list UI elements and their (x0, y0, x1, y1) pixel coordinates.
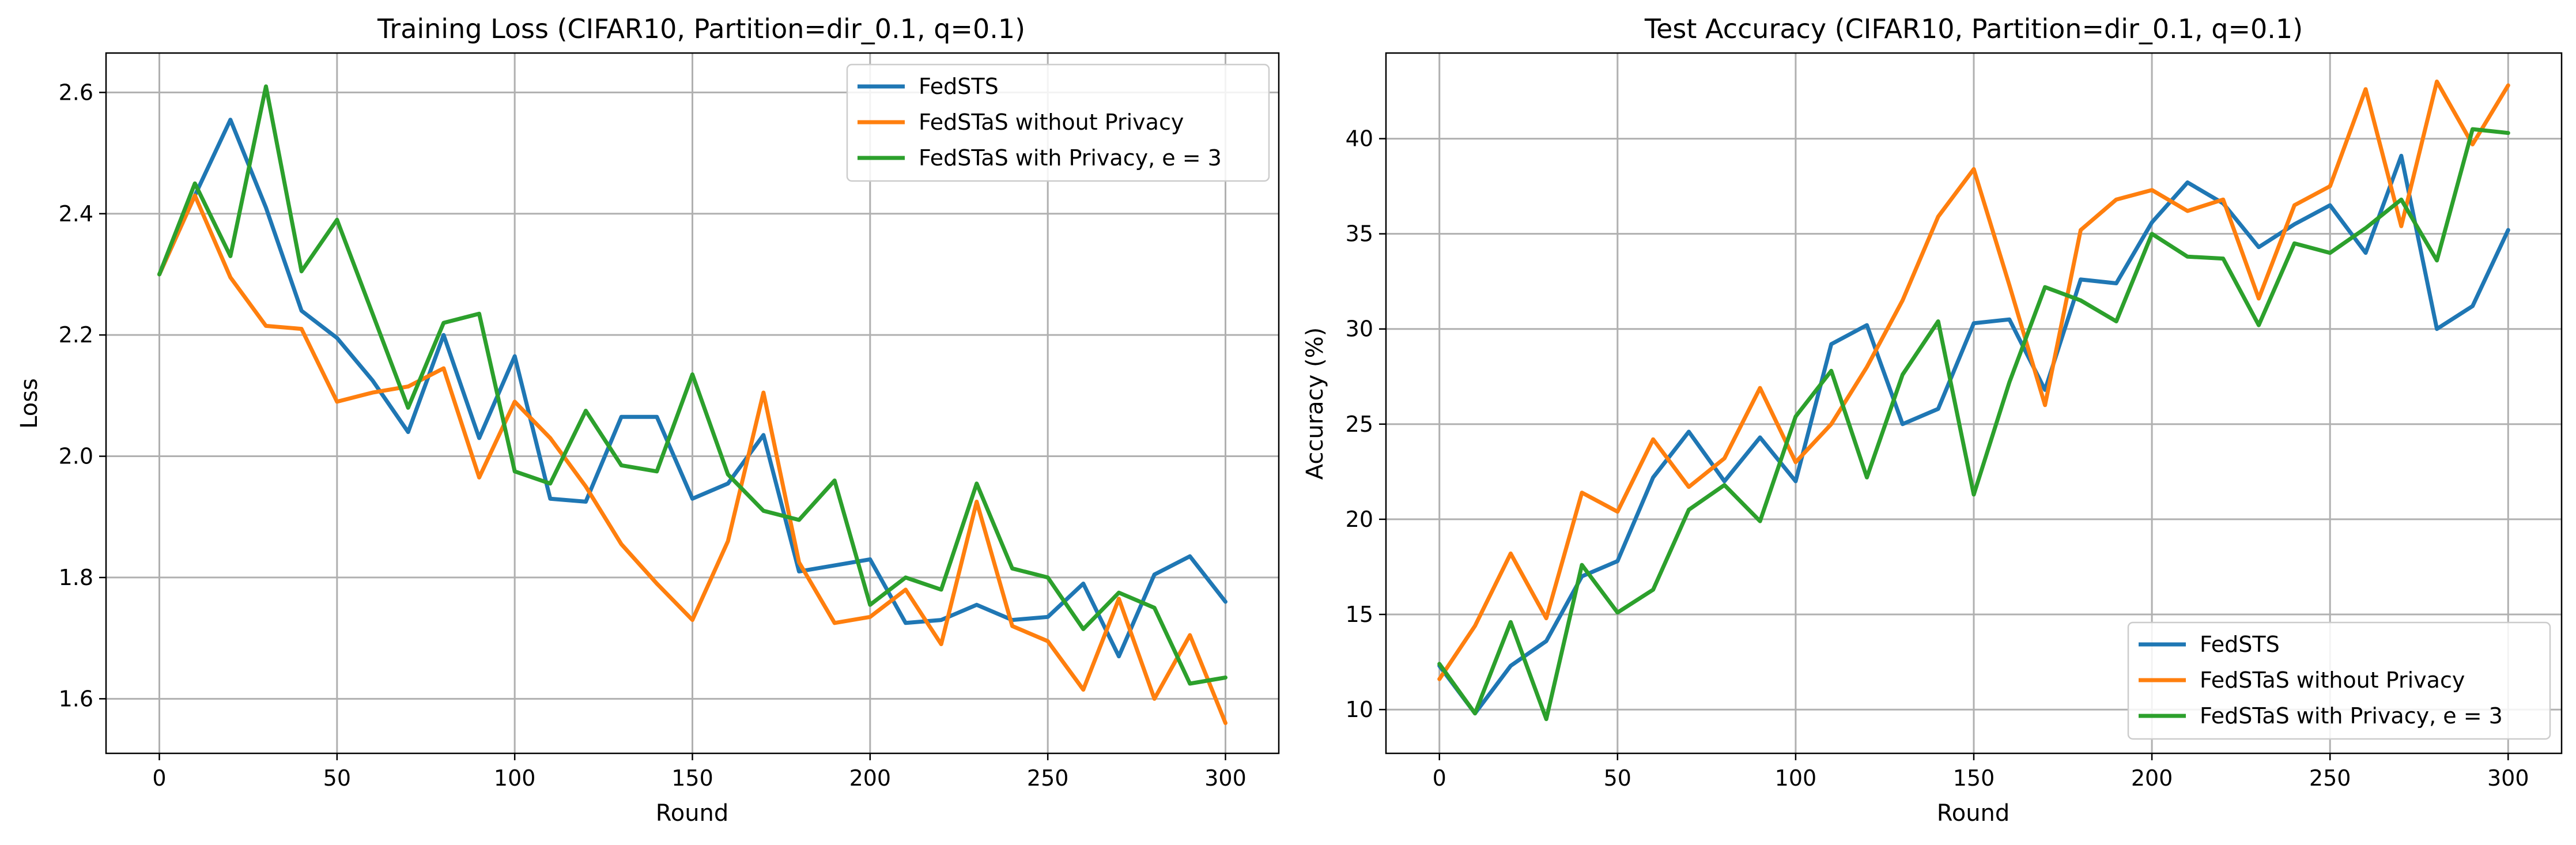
legend-label-fedstas-privacy: FedSTaS with Privacy, e = 3 (2200, 703, 2503, 729)
x-tick-label: 100 (494, 765, 536, 791)
y-tick-label: 15 (1346, 602, 1373, 627)
legend-box (846, 63, 1270, 182)
y-tick-label: 40 (1346, 126, 1373, 152)
y-axis-label: Accuracy (%) (1302, 327, 1328, 480)
y-tick-label: 2.4 (59, 201, 93, 227)
legend-label-fedsts: FedSTS (919, 74, 999, 99)
series-lines (1437, 80, 2510, 722)
y-tick-label: 2.2 (59, 322, 93, 348)
x-tick-label: 50 (1604, 765, 1631, 791)
axis-ticks: 0 50 100 150 200 250 300 1.6 1.8 2.0 2.2 2.4 2.6 (59, 80, 1247, 791)
training-loss-chart: Training Loss (CIFAR10, Partition=dir_0.… (16, 13, 1280, 827)
series-line-2 (1437, 127, 2510, 722)
x-tick-label: 250 (1027, 765, 1069, 791)
x-tick-label: 150 (671, 765, 713, 791)
y-tick-label: 25 (1346, 412, 1373, 437)
series-line-0 (1437, 153, 2510, 716)
chart-title: Test Accuracy (CIFAR10, Partition=dir_0.… (1644, 13, 2303, 44)
series-lines (157, 84, 1227, 725)
x-tick-label: 200 (849, 765, 892, 791)
x-axis-label: Round (1937, 800, 2010, 827)
y-tick-label: 35 (1346, 221, 1373, 247)
x-axis-label: Round (656, 800, 729, 827)
legend-label-fedstas-no-privacy: FedSTaS without Privacy (919, 110, 1184, 135)
x-tick-label: 50 (323, 765, 351, 791)
y-tick-label: 2.6 (59, 80, 93, 105)
x-tick-label: 100 (1775, 765, 1817, 791)
series-line-2 (157, 84, 1227, 686)
x-tick-label: 0 (1433, 765, 1446, 791)
x-tick-label: 300 (2487, 765, 2529, 791)
series-line-1 (157, 193, 1227, 725)
series-line-1 (1437, 80, 2510, 681)
x-tick-label: 250 (2309, 765, 2351, 791)
y-tick-label: 1.6 (59, 686, 93, 711)
test-accuracy-chart: Test Accuracy (CIFAR10, Partition=dir_0.… (1302, 13, 2563, 827)
x-tick-label: 150 (1953, 765, 1995, 791)
legend-label-fedstas-no-privacy: FedSTaS without Privacy (2200, 667, 2465, 693)
y-tick-label: 30 (1346, 316, 1373, 342)
legend-box (2127, 621, 2551, 740)
y-tick-label: 20 (1346, 507, 1373, 532)
y-tick-label: 2.0 (59, 444, 93, 469)
axis-ticks: 0 50 100 150 200 250 300 10 15 20 25 30 35 40 (1346, 126, 2529, 791)
x-tick-label: 0 (152, 765, 166, 791)
legend-label-fedsts: FedSTS (2200, 632, 2280, 657)
legend-label-fedstas-privacy: FedSTaS with Privacy, e = 3 (919, 145, 1222, 171)
y-tick-label: 10 (1346, 697, 1373, 722)
x-tick-label: 300 (1204, 765, 1247, 791)
grid (1386, 53, 2562, 753)
y-tick-label: 1.8 (59, 565, 93, 590)
y-axis-label: Loss (16, 378, 43, 429)
chart-title: Training Loss (CIFAR10, Partition=dir_0.… (377, 13, 1025, 44)
x-tick-label: 200 (2131, 765, 2173, 791)
legend: FedSTS FedSTaS without Privacy FedSTaS w… (846, 63, 1270, 182)
legend: FedSTS FedSTaS without Privacy FedSTaS w… (2127, 621, 2551, 740)
series-line-0 (157, 118, 1227, 659)
